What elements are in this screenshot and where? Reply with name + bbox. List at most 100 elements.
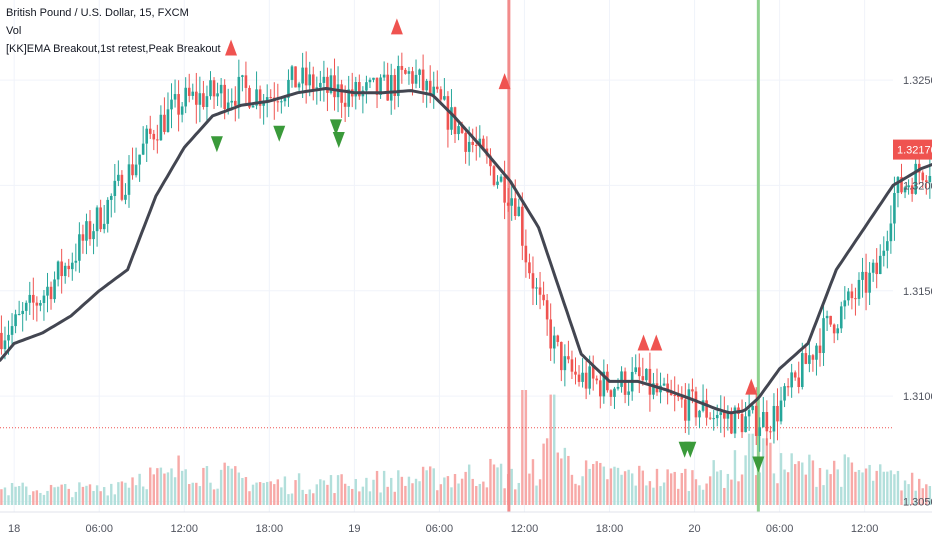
volume-bar xyxy=(88,484,92,505)
candle xyxy=(595,375,599,385)
candle xyxy=(24,300,28,321)
candle-body xyxy=(326,76,329,93)
volume-bar xyxy=(680,473,683,505)
candle xyxy=(56,260,60,287)
candle-body xyxy=(474,144,478,146)
buy-signal-triangle xyxy=(329,119,342,136)
volume-bar xyxy=(691,470,694,505)
volume-indicator-label[interactable]: Vol xyxy=(6,25,22,37)
candle-body xyxy=(854,298,857,300)
candle xyxy=(319,70,322,102)
candle-body xyxy=(531,273,535,289)
volume-bar xyxy=(432,468,435,505)
volume-bar xyxy=(467,464,471,505)
volume-bar xyxy=(106,495,109,505)
candle xyxy=(269,89,273,99)
volume-bar xyxy=(563,447,567,505)
candle xyxy=(95,205,99,247)
candle xyxy=(687,383,691,435)
candle-body xyxy=(857,279,861,299)
candle xyxy=(340,79,343,118)
volume-bar xyxy=(857,469,861,505)
candle-body xyxy=(24,302,28,311)
time-axis-label: 12:00 xyxy=(851,523,879,535)
candle-body xyxy=(163,114,166,132)
candle xyxy=(435,70,439,93)
candle-body xyxy=(237,76,241,106)
candle xyxy=(634,354,638,375)
candle xyxy=(195,72,198,124)
time-axis-label: 18 xyxy=(8,523,20,535)
volume-bar xyxy=(801,462,804,505)
time-axis-label: 19 xyxy=(348,523,360,535)
candle-body xyxy=(648,368,652,395)
candle xyxy=(177,80,180,132)
volume-bar xyxy=(258,482,262,505)
candle xyxy=(637,353,641,394)
candle xyxy=(17,300,21,316)
volume-bar xyxy=(496,467,499,505)
volume-bar xyxy=(776,483,779,505)
volume-bar xyxy=(212,489,216,505)
buy-signal-triangle xyxy=(684,441,697,458)
candle-body xyxy=(443,96,446,100)
candle xyxy=(280,97,283,114)
candle-body xyxy=(815,345,818,360)
volume-bar xyxy=(528,473,531,505)
volume-bar xyxy=(10,482,14,505)
candle-body xyxy=(404,69,407,74)
volume-bar xyxy=(99,491,102,505)
volume-bar xyxy=(655,468,659,505)
candle xyxy=(180,102,184,123)
volume-bar xyxy=(545,438,549,505)
candle xyxy=(623,367,627,404)
candle-body xyxy=(195,91,198,105)
volume-bar xyxy=(329,475,333,505)
candle xyxy=(825,310,829,331)
volume-bar xyxy=(74,491,78,505)
volume-bar xyxy=(638,465,641,505)
candle-body xyxy=(467,141,471,152)
price-axis-label: 1.31500 xyxy=(903,286,932,298)
grid-lines xyxy=(0,0,893,512)
symbol-title[interactable]: British Pound / U.S. Dollar, 15, FXCM xyxy=(6,7,189,19)
candle-body xyxy=(701,400,705,411)
candle xyxy=(432,71,436,109)
candle-body xyxy=(510,198,514,206)
ema-breakout-indicator-label[interactable]: [KK]EMA Breakout,1st retest,Peak Breakou… xyxy=(6,43,221,55)
price-axis[interactable]: 1.32500 1.32000 1.31500 1.31000 1.30500 xyxy=(903,75,932,508)
candle-body xyxy=(528,262,531,274)
candle-body xyxy=(804,353,808,364)
time-axis-label: 06:00 xyxy=(426,523,454,535)
candle xyxy=(219,78,223,108)
candle xyxy=(81,224,85,254)
volume-bar xyxy=(825,469,829,505)
volume-bar xyxy=(141,486,145,505)
candle-body xyxy=(698,410,701,418)
volume-bar xyxy=(599,462,602,505)
candle xyxy=(538,271,542,310)
volume-bar xyxy=(7,495,10,505)
candle-body xyxy=(393,75,397,96)
time-axis[interactable]: 18 06:00 12:00 18:00 19 06:00 12:00 18:00 20 06:0… xyxy=(0,511,932,535)
candle xyxy=(765,400,769,446)
volume-bar xyxy=(471,478,474,505)
volume-bar xyxy=(818,467,822,505)
candle-body xyxy=(301,67,304,84)
candle xyxy=(0,315,3,355)
candle xyxy=(839,301,843,334)
candle-body xyxy=(542,294,545,301)
candle-body xyxy=(49,286,53,300)
candle-body xyxy=(758,427,762,436)
candle xyxy=(39,300,42,312)
volume-bar xyxy=(730,479,733,505)
candle xyxy=(694,386,698,426)
candle-body xyxy=(63,265,67,277)
volume-bar xyxy=(39,492,42,505)
candle-body xyxy=(747,410,751,417)
candle xyxy=(684,383,687,434)
volume-bar xyxy=(446,476,450,505)
candle xyxy=(311,66,315,101)
